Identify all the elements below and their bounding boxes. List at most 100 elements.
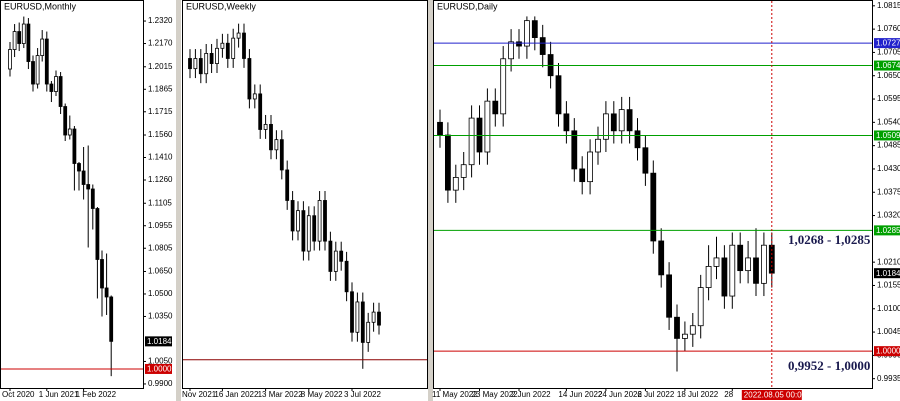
y-tick-label: 0.9900 xyxy=(148,379,173,388)
candle-body xyxy=(188,58,192,70)
candle-body xyxy=(634,130,641,149)
candle-body xyxy=(242,32,246,59)
panel-title: EURUSD,Monthly xyxy=(4,1,77,11)
candle-body xyxy=(26,23,31,62)
y-tick-label: 1.0815 xyxy=(877,1,900,10)
candle-body xyxy=(344,260,349,293)
candle-body xyxy=(366,321,371,343)
panel-splitter xyxy=(176,0,181,401)
x-tick-label: 14 Jun 2022 xyxy=(558,390,603,399)
x-tick-label: 13 Mar 2022 xyxy=(258,390,303,399)
cursor-tag-label: 2022.08.05 00:00 xyxy=(744,391,807,400)
candle-body xyxy=(21,23,26,44)
y-tick-label: 1.1560 xyxy=(148,130,173,139)
x-tick-label: 16 Jan 2022 xyxy=(214,390,259,399)
candle-body xyxy=(247,58,252,100)
candle-body xyxy=(58,76,63,107)
candle-body xyxy=(95,208,100,260)
x-tick-label: 23 May 2022 xyxy=(472,390,519,399)
candle-body xyxy=(516,41,522,47)
price-tag-label: 1.0727 xyxy=(876,39,900,48)
candle-body xyxy=(301,210,306,252)
candle-body xyxy=(713,257,720,267)
candle-body xyxy=(579,168,586,183)
y-tick-label: 1.0650 xyxy=(148,267,173,276)
price-tag xyxy=(874,268,900,279)
candle-body xyxy=(355,301,360,333)
candle-body xyxy=(689,325,696,335)
y-tick-label: 1.0100 xyxy=(877,304,900,313)
x-tick-label: 6 Jul 2022 xyxy=(637,390,674,399)
candle-body xyxy=(17,31,22,44)
candle-body xyxy=(524,20,530,47)
x-tick-label: 1 Jun 2021 xyxy=(39,390,79,399)
y-tick-label: 1.0155 xyxy=(877,281,900,290)
candle-body xyxy=(204,53,209,75)
candle-body xyxy=(225,42,230,59)
candle-body xyxy=(81,170,86,185)
candle-body xyxy=(350,291,354,333)
candle-body xyxy=(258,93,263,130)
candle-body xyxy=(296,210,300,232)
candle-body xyxy=(77,163,81,172)
candle-body xyxy=(360,301,365,343)
y-tick-label: 1.0595 xyxy=(877,94,900,103)
y-tick-label: 1.0375 xyxy=(877,187,900,196)
candle-body xyxy=(729,244,736,297)
candle-body xyxy=(531,20,538,38)
candle-body xyxy=(753,257,759,284)
candle-body xyxy=(618,109,625,132)
candle-body xyxy=(263,123,268,130)
x-tick-label: 8 May 2022 xyxy=(301,390,343,399)
candle-body xyxy=(500,58,507,115)
candle-body xyxy=(492,100,499,115)
candle-body xyxy=(109,296,114,342)
y-tick-label: 1.0050 xyxy=(148,357,173,366)
candle-body xyxy=(587,151,593,183)
y-tick-label: 1.0350 xyxy=(148,312,173,321)
panel-splitter xyxy=(428,0,433,401)
price-tag xyxy=(874,60,900,71)
candle-body xyxy=(67,128,72,136)
candle-body xyxy=(682,333,688,339)
y-tick-label: 1.0500 xyxy=(148,289,173,298)
y-tick-label: 1.0955 xyxy=(148,221,173,230)
price-tag xyxy=(874,38,900,49)
price-tag xyxy=(145,363,172,374)
x-tick-label: 18 Jul 2022 xyxy=(677,390,719,399)
y-tick-label: 1.0650 xyxy=(877,71,900,80)
y-tick-label: 1.0045 xyxy=(877,327,900,336)
candle-body xyxy=(104,287,109,298)
candle-body xyxy=(252,93,257,100)
zone-annotation: 0,9952 - 1,0000 xyxy=(788,358,870,373)
candle-body xyxy=(236,32,241,39)
candle-body xyxy=(54,76,58,92)
price-tag-label: 1.0184 xyxy=(876,269,900,278)
y-tick-label: 0.9935 xyxy=(877,374,900,383)
price-tag-label: 1.0674 xyxy=(876,61,900,70)
price-tag xyxy=(874,346,900,357)
candle-body xyxy=(193,58,198,70)
candle-body xyxy=(642,147,649,174)
candle-body xyxy=(697,287,704,327)
x-tick-label: Oct 2020 xyxy=(2,390,35,399)
candle-body xyxy=(377,311,381,326)
price-tag xyxy=(874,130,900,141)
candle-body xyxy=(279,139,284,171)
y-tick-label: 1.2015 xyxy=(148,62,173,71)
candle-body xyxy=(705,265,712,288)
candle-body xyxy=(269,123,273,151)
y-tick-label: 1.0320 xyxy=(877,211,900,220)
y-tick-label: 1.0430 xyxy=(877,164,900,173)
candle-body xyxy=(198,58,203,75)
candle-body xyxy=(306,215,311,252)
candle-body xyxy=(63,106,68,136)
y-tick-label: 1.0210 xyxy=(877,257,900,266)
y-tick-label: 1.0805 xyxy=(148,243,173,252)
candle-body xyxy=(328,240,333,272)
price-tag xyxy=(145,336,172,347)
y-tick-label: 1.2320 xyxy=(148,16,173,25)
